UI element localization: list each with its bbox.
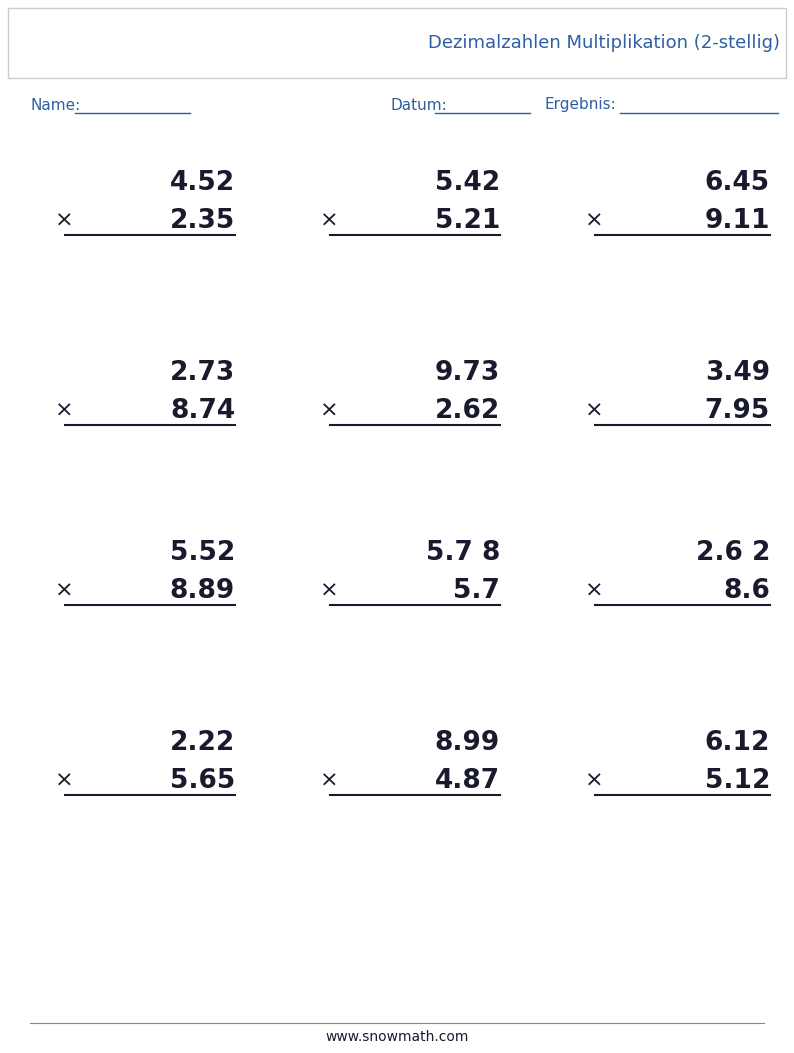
- Text: 7.95: 7.95: [705, 398, 770, 424]
- Text: 5.21: 5.21: [434, 208, 500, 234]
- Text: Name:: Name:: [30, 98, 80, 113]
- Text: 6.45: 6.45: [705, 170, 770, 196]
- Text: ×: ×: [55, 401, 74, 421]
- Text: Ergebnis:: Ergebnis:: [545, 98, 617, 113]
- Text: ×: ×: [585, 401, 603, 421]
- Text: ×: ×: [585, 211, 603, 231]
- Text: 9.11: 9.11: [704, 208, 770, 234]
- Text: 5.12: 5.12: [704, 768, 770, 794]
- Text: 4.52: 4.52: [170, 170, 235, 196]
- Text: Datum:: Datum:: [390, 98, 447, 113]
- Text: ×: ×: [585, 581, 603, 601]
- Text: 2.22: 2.22: [170, 730, 235, 756]
- Text: ×: ×: [320, 211, 338, 231]
- Text: ×: ×: [320, 401, 338, 421]
- Text: 8.89: 8.89: [170, 578, 235, 604]
- Text: 2.6 2: 2.6 2: [696, 540, 770, 567]
- Text: ×: ×: [55, 771, 74, 791]
- Text: 5.7 8: 5.7 8: [426, 540, 500, 567]
- Text: Dezimalzahlen Multiplikation (2-stellig): Dezimalzahlen Multiplikation (2-stellig): [428, 34, 780, 52]
- Text: ×: ×: [55, 211, 74, 231]
- Text: 9.73: 9.73: [435, 360, 500, 386]
- Text: 4.87: 4.87: [435, 768, 500, 794]
- Text: 8.99: 8.99: [435, 730, 500, 756]
- Text: 3.49: 3.49: [705, 360, 770, 386]
- Text: 2.35: 2.35: [170, 208, 235, 234]
- Text: ×: ×: [585, 771, 603, 791]
- Text: 8.74: 8.74: [170, 398, 235, 424]
- Text: 6.12: 6.12: [704, 730, 770, 756]
- Text: 2.73: 2.73: [170, 360, 235, 386]
- Text: 5.65: 5.65: [170, 768, 235, 794]
- Text: www.snowmath.com: www.snowmath.com: [326, 1030, 468, 1044]
- Text: ×: ×: [55, 581, 74, 601]
- Text: ×: ×: [320, 581, 338, 601]
- Text: 8.6: 8.6: [723, 578, 770, 604]
- Text: 5.42: 5.42: [435, 170, 500, 196]
- FancyBboxPatch shape: [8, 8, 786, 78]
- Text: ×: ×: [320, 771, 338, 791]
- Text: 2.62: 2.62: [435, 398, 500, 424]
- Text: 5.52: 5.52: [170, 540, 235, 567]
- Text: 5.7: 5.7: [453, 578, 500, 604]
